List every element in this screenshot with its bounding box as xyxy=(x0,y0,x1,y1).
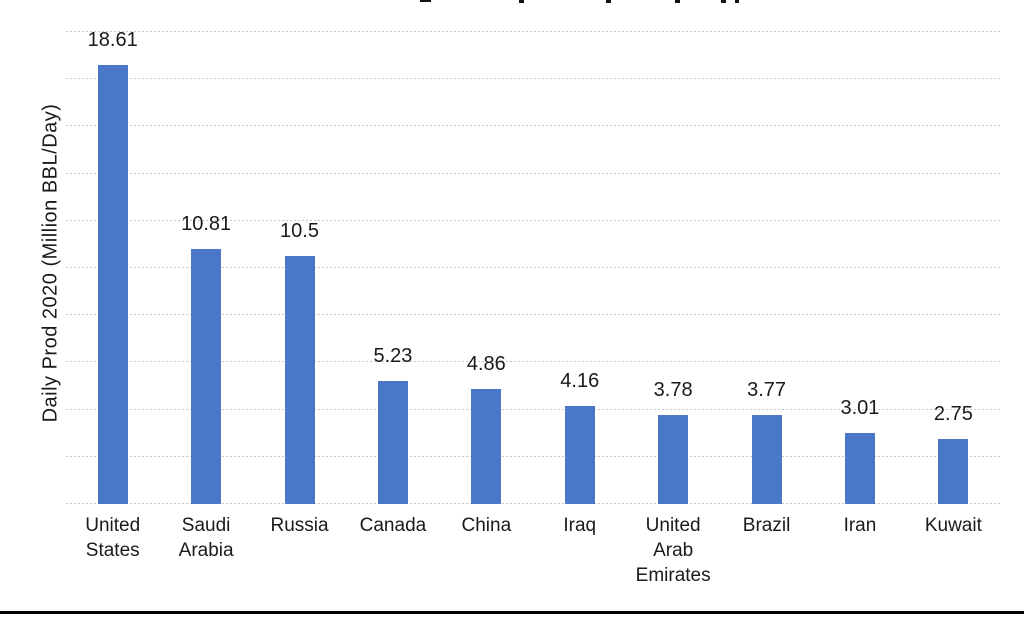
y-axis-title: Daily Prod 2020 (Million BBL/Day) xyxy=(39,103,62,423)
data-label: 4.86 xyxy=(466,353,506,376)
cropped-title-fragment xyxy=(420,0,431,2)
bar xyxy=(191,248,222,504)
data-label: 5.23 xyxy=(373,344,413,367)
bar xyxy=(844,432,875,504)
cropped-title-fragment xyxy=(519,0,524,3)
data-label: 10.5 xyxy=(280,220,319,243)
bar xyxy=(471,389,502,504)
x-axis-label: United Arab Emirates xyxy=(635,515,711,586)
bottom-border-line xyxy=(0,611,1024,614)
cropped-title-fragment xyxy=(606,0,611,3)
gridline-y-18 xyxy=(66,78,1000,80)
cropped-title-fragment xyxy=(721,0,726,3)
x-axis-label: China xyxy=(461,515,512,536)
data-label: 2.75 xyxy=(933,403,973,426)
gridline-y-20 xyxy=(66,31,1000,32)
x-axis-label: Russia xyxy=(270,515,329,536)
gridline-y-4 xyxy=(66,408,1000,410)
plot-area: 18.61 10.81 10.5 5.23 4.86 4.16 3.78 3.77 3.01 2.… xyxy=(66,28,1000,504)
bar-slot: 2.75 xyxy=(907,32,1000,504)
gridline-y-0 xyxy=(66,503,1000,504)
bar-slot: 3.77 xyxy=(720,32,813,504)
x-axis-label: Iraq xyxy=(563,515,597,536)
gridline-y-14 xyxy=(66,172,1000,174)
bar xyxy=(97,64,128,504)
bar-slot: 5.23 xyxy=(346,32,439,504)
data-label: 3.01 xyxy=(840,396,880,419)
x-axis-label: Brazil xyxy=(742,515,791,536)
bar-slot: 4.86 xyxy=(440,32,533,504)
x-axis-label: Kuwait xyxy=(924,515,982,536)
bar xyxy=(284,256,315,504)
bar-slot: 3.01 xyxy=(813,32,906,504)
bar xyxy=(938,439,969,504)
x-axis-label: Canada xyxy=(359,515,427,536)
data-label: 18.61 xyxy=(87,28,138,51)
bar xyxy=(377,380,408,504)
bar-slot: 18.61 xyxy=(66,28,159,504)
data-label: 3.78 xyxy=(653,378,693,401)
gridline-y-2 xyxy=(66,455,1000,457)
gridline-y-12 xyxy=(66,219,1000,221)
gridline-y-10 xyxy=(66,267,1000,268)
gridline-y-8 xyxy=(66,314,1000,316)
bar xyxy=(658,414,689,504)
cropped-title-fragment xyxy=(735,0,739,3)
bar xyxy=(564,405,595,504)
bar-slot: 4.16 xyxy=(533,32,626,504)
cropped-title-fragment xyxy=(675,0,680,3)
gridline-y-16 xyxy=(66,125,1000,127)
bar-slot: 3.78 xyxy=(626,32,719,504)
data-label: 4.16 xyxy=(560,369,600,392)
data-label: 10.81 xyxy=(181,212,232,235)
data-label: 3.77 xyxy=(747,379,787,402)
bar-slot: 10.81 xyxy=(159,32,252,504)
x-axis-label: United States xyxy=(85,515,141,561)
x-axis-labels: United States Saudi Arabia Russia Canada Chi… xyxy=(66,513,1000,588)
bar-slot: 10.5 xyxy=(253,32,346,504)
bar xyxy=(751,415,782,504)
gridline-y-6 xyxy=(66,361,1000,363)
x-axis-label: Iran xyxy=(843,515,877,536)
x-axis-label: Saudi Arabia xyxy=(178,515,234,561)
bar-slots: 18.61 10.81 10.5 5.23 4.86 4.16 3.78 3.77 3.01 2.… xyxy=(66,28,1000,504)
